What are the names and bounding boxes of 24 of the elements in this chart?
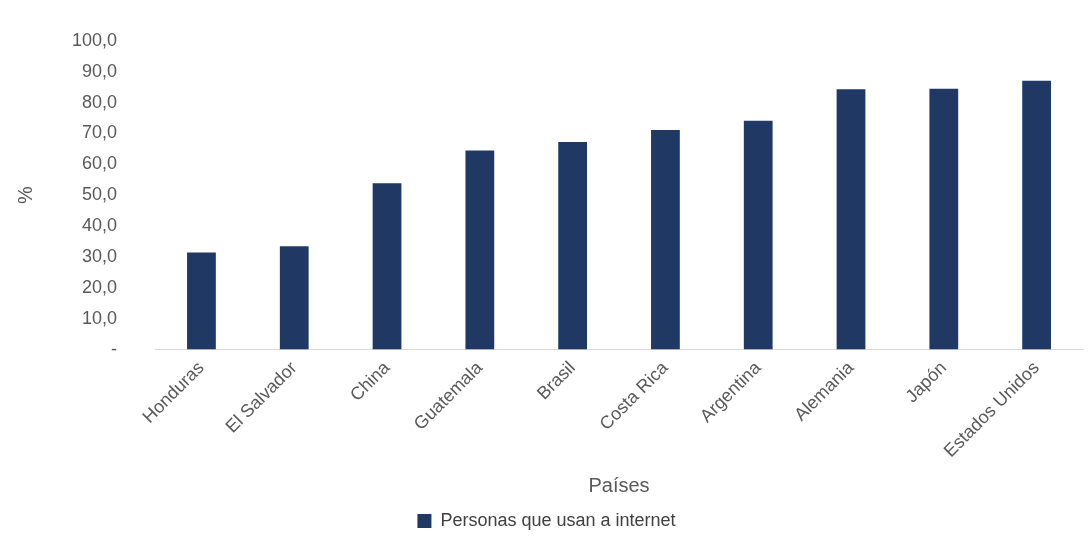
y-tick-label: 50,0 (82, 184, 118, 205)
bar (187, 252, 216, 350)
y-tick-label: 90,0 (82, 60, 118, 81)
y-tick-label: 60,0 (82, 153, 118, 174)
bar (558, 142, 588, 350)
legend-label: Personas que usan a internet (440, 509, 676, 530)
y-tick-label: 100,0 (72, 29, 118, 50)
y-tick-label: - (111, 338, 118, 359)
bar (651, 130, 680, 350)
y-tick-label: 30,0 (82, 245, 118, 266)
bar (929, 88, 959, 350)
x-axis-title: Países (588, 473, 650, 496)
y-tick-label: 10,0 (82, 307, 118, 328)
bar (1022, 80, 1051, 350)
y-tick-label: 40,0 (82, 215, 118, 236)
bar (465, 150, 495, 350)
bar (836, 89, 866, 350)
y-tick-label: 70,0 (82, 122, 118, 143)
y-tick-label: 80,0 (82, 91, 118, 112)
bar (372, 183, 402, 350)
bar (743, 120, 773, 350)
y-axis-title: % (13, 186, 36, 205)
bar (279, 246, 309, 350)
y-tick-label: 20,0 (82, 276, 118, 297)
